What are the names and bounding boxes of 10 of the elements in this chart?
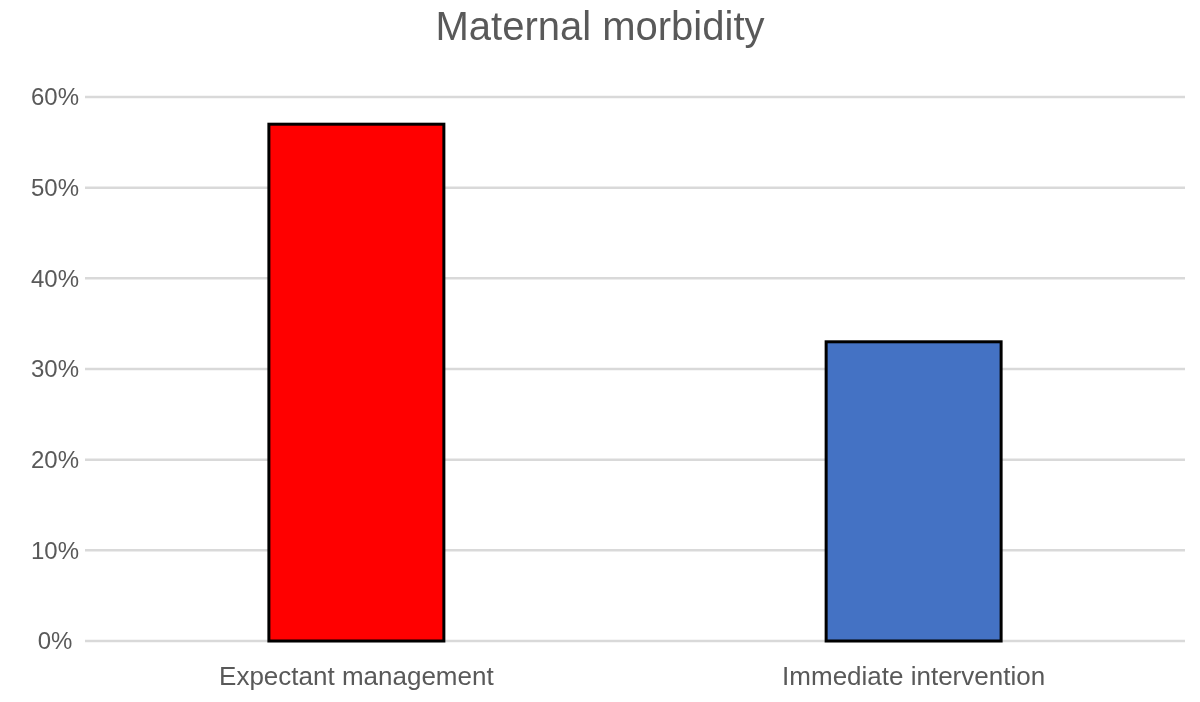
y-tick-label: 20% — [30, 446, 80, 474]
y-tick-label: 50% — [30, 174, 80, 202]
y-tick-label: 60% — [30, 83, 80, 111]
chart-title: Maternal morbidity — [435, 4, 765, 48]
y-tick-label: 0% — [37, 627, 73, 655]
x-tick-label: Expectant management — [219, 661, 495, 691]
y-tick-label: 10% — [30, 536, 80, 564]
x-tick-label: Immediate intervention — [782, 661, 1046, 691]
y-tick-label: 40% — [30, 264, 80, 292]
y-tick-label: 30% — [30, 355, 80, 383]
